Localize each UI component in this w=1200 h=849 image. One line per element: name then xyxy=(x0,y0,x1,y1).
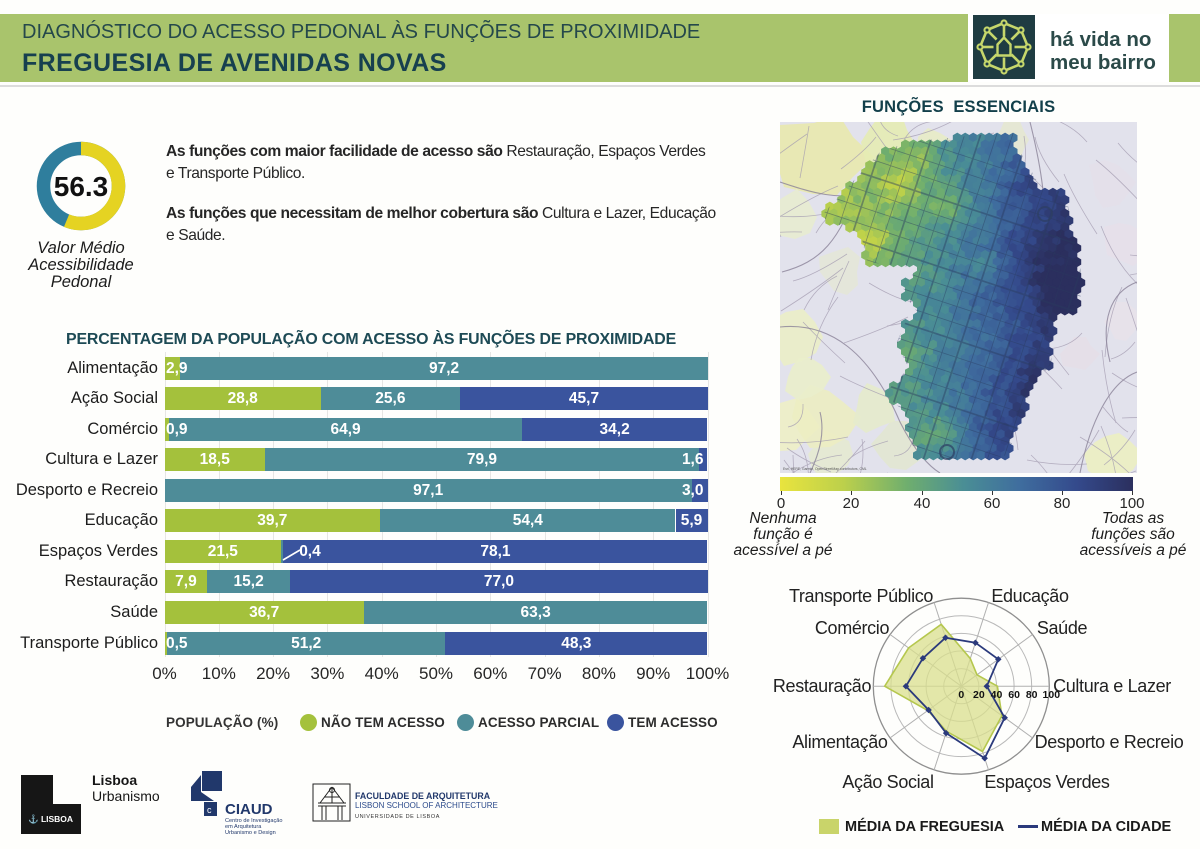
svg-text:Esri, HERE, Garmin, OpenStreet: Esri, HERE, Garmin, OpenStreetMap contri… xyxy=(783,467,867,471)
svg-text:60: 60 xyxy=(1008,689,1020,701)
svg-text:em Arquitetura: em Arquitetura xyxy=(225,824,262,830)
svg-text:0: 0 xyxy=(958,689,964,701)
svg-text:40: 40 xyxy=(991,689,1003,701)
svg-text:FACULDADE DE ARQUITETURA: FACULDADE DE ARQUITETURA xyxy=(355,791,491,801)
svg-text:c: c xyxy=(207,805,212,815)
svg-text:Centro de Investigação: Centro de Investigação xyxy=(225,818,283,824)
svg-text:100: 100 xyxy=(1043,689,1061,701)
svg-text:20: 20 xyxy=(973,689,985,701)
svg-text:CIAUD: CIAUD xyxy=(225,801,273,818)
svg-text:Urbanismo e Design: Urbanismo e Design xyxy=(225,830,276,836)
svg-text:80: 80 xyxy=(1026,689,1038,701)
svg-text:LISBON SCHOOL OF ARCHITECTURE: LISBON SCHOOL OF ARCHITECTURE xyxy=(355,801,498,810)
svg-text:⚓ LISBOA: ⚓ LISBOA xyxy=(28,814,73,824)
svg-text:UNIVERSIDADE DE LISBOA: UNIVERSIDADE DE LISBOA xyxy=(355,814,440,820)
